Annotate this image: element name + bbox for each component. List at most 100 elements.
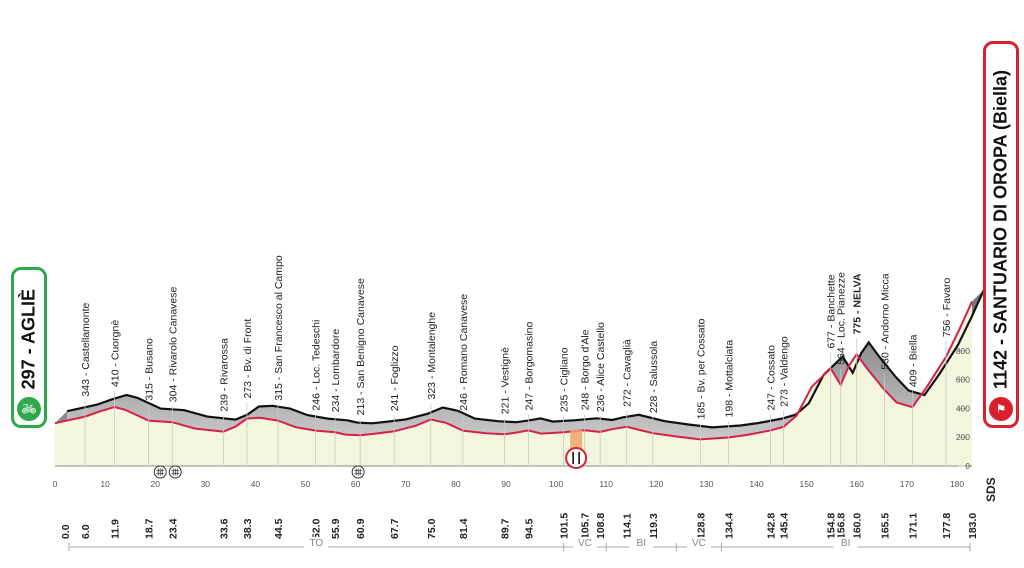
waypoint-label: 228 - Salussola [648,341,660,414]
start-town-label: 297 - AGLIÈ [18,288,39,389]
waypoint-km-label: 145.4 [779,513,791,539]
distance-tick-label: 170 [900,479,914,489]
distance-tick-label: 90 [501,479,511,489]
waypoint-km-label: 44.5 [273,518,285,539]
distance-tick-label: 150 [800,479,814,489]
waypoint-km-label: 67.7 [389,518,401,539]
province-label: BI [637,538,646,549]
waypoint-label: 677 - Banchette [826,274,838,348]
waypoint-label: 248 - Borgo d'Ale [580,329,592,410]
profile-area-layer [54,289,986,467]
distance-tick-label: 180 [950,479,964,489]
waypoint-label: 410 - Cuorgnè [110,320,122,387]
distance-tick-label: 160 [850,479,864,489]
altitude-tick-label: 600 [956,375,970,385]
profile-back-ridge [66,289,986,429]
waypoint-km-label: 33.6 [218,518,230,539]
waypoint-km-label: 128.8 [695,513,707,539]
waypoint-km-label: 23.4 [167,518,179,539]
waypoint-label: 756 - Favaro [941,277,953,337]
waypoint-km-label: 101.5 [559,513,571,539]
waypoint-label: 323 - Montalenghe [426,312,438,400]
waypoint-km-label: 156.8 [836,513,848,539]
cyclist-icon: 🚲︎ [17,397,41,421]
profile-front-line [54,301,973,441]
waypoint-km-label: 6.0 [80,524,92,539]
waypoint-km-label: 94.5 [524,518,536,539]
altitude-tick-label: 800 [956,346,970,356]
altitude-tick-label: 200 [956,432,970,442]
profile-marks-layer: 0 200 400 600 800 0 10 20 30 40 50 60 70 80 90 100 110 12… [53,255,979,551]
waypoint-km-label: 75.0 [426,518,438,539]
waypoint-label: 234 - Lombardore [330,329,342,413]
waypoint-label: 530 - Andorno Micca [879,273,891,369]
distance-tick-label: 140 [749,479,763,489]
finish-town-label: 1142 - SANTUARIO DI OROPA (Biella) [990,69,1011,389]
waypoint-label: 273 - Valdengo [779,336,791,407]
start-km-label: 0.0 [60,524,72,539]
distance-tick-label: 10 [100,479,110,489]
waypoint-km-label: 134.4 [723,513,735,539]
sds-logo: SDS [984,477,998,502]
waypoint-km-label: 89.7 [499,518,511,539]
province-label: VC [692,538,706,549]
waypoint-label: 409 - Biella [907,334,919,387]
province-label-bg [629,537,654,550]
province-label-bg [572,537,597,550]
waypoint-km-label: 81.4 [458,518,470,539]
waypoint-label: 304 - Rivarolo Canavese [167,287,179,403]
province-label-bg [686,537,711,550]
waypoint-label: 221 - Vestignè [499,347,511,414]
finish-km-label: 183.0 [967,513,979,539]
waypoint-km-label: 177.8 [941,513,953,539]
waypoint-label: 273 - Bv. di Front [242,319,254,399]
waypoint-km-label: 11.9 [110,519,122,539]
waypoint-label: 241 - Foglizzo [389,345,401,411]
waypoint-km-label: 160.0 [852,513,864,539]
waypoint-km-label: 38.3 [242,518,254,539]
waypoint-label: 247 - Cossato [766,345,778,411]
waypoint-label: 315 - San Francesco al Campo [273,255,285,400]
waypoint-label: 246 - Romano Canavese [458,294,470,411]
distance-tick-label: 20 [150,479,160,489]
waypoint-km-label: 142.8 [766,513,778,539]
distance-tick-label: 40 [251,479,261,489]
waypoint-km-label: 60.9 [355,518,367,539]
distance-tick-label: 50 [301,479,311,489]
waypoint-km-label: 171.1 [907,513,919,539]
waypoint-km-label: 55.9 [330,518,342,539]
finish-flag-icon: ⚑ [989,397,1013,421]
profile-front-face [55,301,972,466]
waypoint-km-label: 105.7 [580,513,592,539]
waypoint-label: 343 - Castellamonte [80,302,92,396]
waypoint-label: 775 - NELVA [852,273,864,334]
waypoint-km-label: 154.8 [826,513,838,539]
waypoint-label: 239 - Rivarossa [218,338,230,412]
province-label-bg [304,537,329,550]
waypoint-label: 246 - Loc. Tedeschi [311,320,323,411]
waypoint-km-label: 114.1 [622,513,634,539]
waypoint-km-label: 18.7 [144,518,156,539]
waypoint-label: 236 - Alice Castello [595,322,607,412]
distance-tick-label: 100 [549,479,563,489]
altitude-tick-label: 0 [965,461,970,471]
distance-tick-label: 70 [401,479,411,489]
province-label: VC [578,538,592,549]
waypoint-label: 315 - Busano [144,338,156,401]
finish-town-badge: 1142 - SANTUARIO DI OROPA (Biella) ⚑ [983,41,1019,428]
waypoint-label: 213 - San Benigno Canavese [355,278,367,415]
waypoint-km-label: 165.5 [879,513,891,539]
waypoint-km-label: 108.8 [595,513,607,539]
province-label: TO [309,538,323,549]
altitude-tick-label: 400 [956,403,970,413]
province-label: BI [841,538,850,549]
distance-tick-label: 80 [451,479,461,489]
waypoint-label: 235 - Cigliano [559,347,571,412]
start-town-badge: 297 - AGLIÈ 🚲︎ [11,267,47,428]
distance-tick-label: 120 [649,479,663,489]
distance-tick-label: 60 [351,479,361,489]
distance-tick-label: 0 [53,479,58,489]
waypoint-label: 198 - Mottalciata [723,340,735,418]
distance-tick-label: 30 [201,479,211,489]
